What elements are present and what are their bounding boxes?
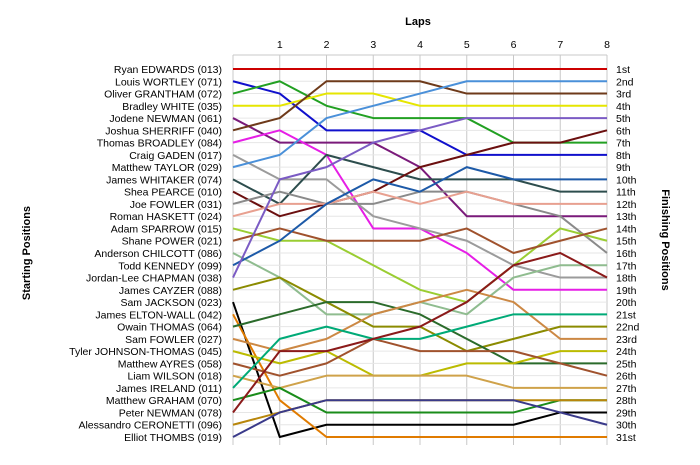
driver-label: Sam JACKSON (023) [120, 297, 222, 309]
series-line [232, 129, 608, 218]
position-label: 28th [616, 395, 637, 407]
driver-label: Thomas BROADLEY (084) [97, 138, 222, 150]
lap-tick-label: 2 [324, 39, 330, 51]
lap-tick-label: 8 [604, 39, 610, 51]
position-label: 17th [616, 260, 637, 272]
series-line [232, 301, 607, 438]
series-line [232, 313, 607, 438]
position-label: 2nd [616, 76, 634, 88]
lap-tick-label: 4 [417, 39, 423, 51]
series-line [232, 153, 607, 279]
position-label: 27th [616, 383, 637, 395]
driver-label: James CAYZER (088) [119, 285, 222, 297]
driver-label: James IRELAND (011) [116, 383, 222, 395]
position-label: 10th [616, 174, 637, 186]
driver-label: Alessandro CERONETTI (096) [78, 420, 222, 432]
series-line [232, 313, 607, 389]
driver-label: Joe FOWLER (031) [130, 199, 222, 211]
position-label: 12th [616, 199, 637, 211]
driver-label: Louis WORTLEY (071) [115, 76, 222, 88]
driver-label: Matthew TAYLOR (029) [112, 162, 222, 174]
series-line [232, 153, 607, 205]
driver-label: Oliver GRANTHAM (072) [104, 89, 222, 101]
series-line [232, 190, 607, 218]
position-label: 25th [616, 358, 637, 370]
driver-label: James ELTON-WALL (042) [95, 309, 222, 321]
position-label: 26th [616, 371, 637, 383]
position-label: 30th [616, 420, 637, 432]
driver-label: Jordan-Lee CHAPMAN (038) [86, 273, 222, 285]
lap-labels: 1 2 3 4 5 6 7 8 [277, 39, 610, 51]
driver-label: Todd KENNEDY (099) [118, 260, 222, 272]
driver-label: Peter NEWMAN (078) [119, 407, 222, 419]
position-label: 20th [616, 297, 637, 309]
driver-label: Liam WILSON (018) [127, 371, 222, 383]
lap-tick-label: 5 [464, 39, 470, 51]
lap-tick-label: 7 [557, 39, 563, 51]
lap-tick-label: 6 [511, 39, 517, 51]
series-line [232, 80, 607, 132]
series-line [232, 386, 607, 414]
lap-tick-label: 1 [277, 39, 283, 51]
position-label: 4th [616, 101, 631, 113]
position-label: 22nd [616, 322, 640, 334]
series-line [232, 80, 607, 169]
position-label: 11th [616, 187, 636, 199]
driver-label: Sam FOWLER (027) [125, 334, 222, 346]
series-line [232, 288, 607, 353]
position-label: 29th [616, 407, 637, 419]
series-line [233, 92, 607, 107]
driver-label: Craig GADEN (017) [129, 150, 222, 162]
driver-label: Elliot THOMBS (019) [124, 432, 222, 444]
driver-label: Owain THOMAS (064) [117, 322, 222, 334]
position-label: 19th [616, 285, 637, 297]
position-labels: 1st2nd3rd4th5th6th7th8th9th10th11th12th1… [616, 64, 640, 444]
driver-label: Bradley WHITE (035) [122, 101, 222, 113]
driver-labels: Ryan EDWARDS (013)Louis WORTLEY (071)Oli… [69, 64, 222, 444]
position-label: 24th [616, 346, 637, 358]
series-line [232, 252, 608, 414]
driver-label: Matthew AYRES (058) [118, 358, 222, 370]
y-axis-right-title: Finishing Positions [659, 189, 671, 290]
driver-label: James WHITAKER (074) [106, 174, 222, 186]
position-label: 18th [616, 273, 637, 285]
series-line [232, 301, 607, 365]
series-line [232, 399, 608, 438]
driver-label: Roman HASKETT (024) [110, 211, 222, 223]
series-line [232, 227, 608, 254]
chart-title: Laps [405, 16, 431, 28]
driver-label: Shane POWER (021) [122, 236, 222, 248]
position-label: 15th [616, 236, 637, 248]
driver-label: Ryan EDWARDS (013) [114, 64, 222, 76]
position-label: 21st [616, 309, 636, 321]
position-label: 23rd [616, 334, 637, 346]
position-label: 5th [616, 113, 631, 125]
y-axis-left-title: Starting Positions [21, 206, 33, 300]
position-label: 8th [616, 150, 631, 162]
position-label: 9th [616, 162, 631, 174]
driver-label: Joshua SHERRIFF (040) [105, 125, 222, 137]
position-label: 6th [616, 125, 631, 137]
driver-label: Jodene NEWMAN (061) [109, 113, 222, 125]
lap-tick-label: 3 [370, 39, 376, 51]
position-label: 1st [616, 64, 630, 76]
position-label: 16th [616, 248, 637, 260]
series-line [232, 117, 607, 278]
series-line [232, 337, 608, 377]
position-label: 3rd [616, 89, 631, 101]
position-label: 7th [616, 138, 631, 150]
position-label: 14th [616, 223, 637, 235]
position-label: 31st [616, 432, 636, 444]
position-label: 13th [616, 211, 637, 223]
series-line [232, 374, 607, 389]
driver-label: Anderson CHILCOTT (086) [94, 248, 222, 260]
driver-label: Adam SPARROW (015) [111, 223, 222, 235]
series-line [232, 227, 608, 304]
driver-label: Matthew GRAHAM (070) [106, 395, 222, 407]
series-line [232, 166, 607, 267]
series-lines [232, 68, 608, 438]
driver-label: Shea PEARCE (010) [124, 187, 222, 199]
driver-label: Tyler JOHNSON-THOMAS (045) [69, 346, 222, 358]
